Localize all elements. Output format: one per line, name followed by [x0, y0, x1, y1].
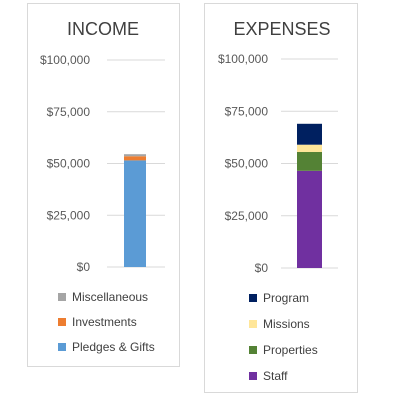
y-tick-label: $0: [255, 261, 269, 275]
expenses-chart-panel: EXPENSES $0 $25,000 $50,000 $75,000 $100,000 P…: [204, 3, 358, 393]
bar-segment-properties: [297, 152, 322, 171]
legend-label: Investments: [72, 315, 137, 329]
legend-swatch: [249, 320, 257, 328]
legend-swatch: [249, 372, 257, 380]
bar-segment-miscellaneous: [124, 154, 146, 157]
legend-swatch: [249, 346, 257, 354]
expenses-chart: EXPENSES $0 $25,000 $50,000 $75,000 $100,000 P…: [218, 19, 338, 383]
y-tick-label: $75,000: [47, 105, 91, 119]
legend-label: Staff: [263, 369, 288, 383]
legend-label: Miscellaneous: [72, 290, 148, 304]
y-tick-label: $0: [77, 260, 91, 274]
chart-title: EXPENSES: [233, 19, 330, 39]
legend-swatch: [58, 343, 66, 351]
y-tick-label: $25,000: [47, 208, 91, 222]
y-tick-label: $25,000: [225, 209, 269, 223]
income-chart: INCOME $0 $25,000 $50,000 $75,000 $100,000 Mis…: [40, 19, 165, 354]
legend-label: Program: [263, 291, 309, 305]
bar-segment-pledges-gifts: [124, 160, 146, 267]
legend-swatch: [58, 318, 66, 326]
y-tick-label: $50,000: [47, 157, 91, 171]
y-tick-label: $50,000: [225, 157, 269, 171]
bar-segment-investments: [124, 156, 146, 161]
legend-swatch: [58, 293, 66, 301]
legend-label: Pledges & Gifts: [72, 340, 155, 354]
legend-label: Missions: [263, 317, 310, 331]
income-chart-panel: INCOME $0 $25,000 $50,000 $75,000 $100,000 Mis…: [27, 3, 180, 367]
bar-segment-missions: [297, 144, 322, 153]
legend-label: Properties: [263, 343, 318, 357]
bar-segment-staff: [297, 170, 322, 268]
chart-title: INCOME: [67, 19, 139, 39]
y-tick-label: $75,000: [225, 104, 269, 118]
legend-swatch: [249, 294, 257, 302]
bar-segment-program: [297, 123, 322, 145]
y-tick-label: $100,000: [218, 52, 268, 66]
y-tick-label: $100,000: [40, 53, 90, 67]
